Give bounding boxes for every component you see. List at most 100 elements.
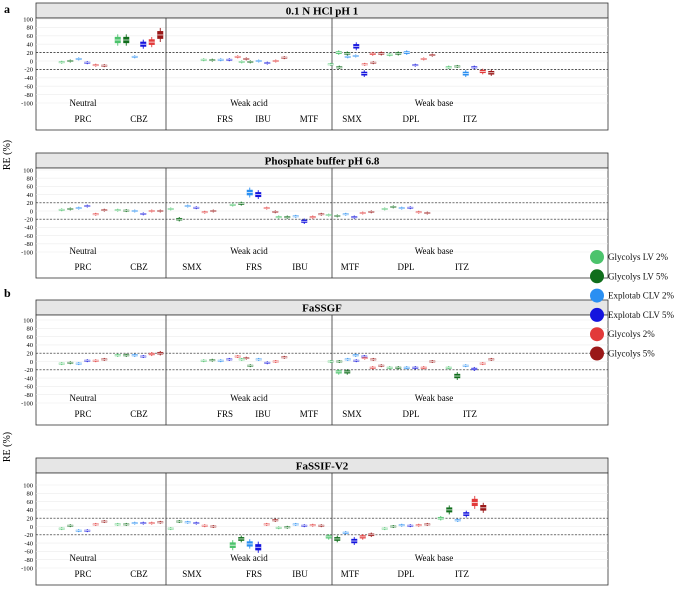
chart-title: FaSSIF-V2 bbox=[296, 461, 349, 473]
legend-label: Glycolys 2% bbox=[608, 329, 655, 339]
group-label: Weak acid bbox=[230, 98, 268, 108]
y-tick-label: 40 bbox=[27, 507, 34, 514]
drug-label: IBU bbox=[255, 114, 271, 124]
group-label: Neutral bbox=[70, 246, 97, 256]
y-tick-label: 20 bbox=[27, 200, 34, 207]
legend-label: Explotab CLV 2% bbox=[608, 291, 675, 301]
legend-label: Explotab CLV 5% bbox=[608, 310, 675, 320]
y-tick-label: -80 bbox=[24, 241, 33, 248]
y-tick-label: -20 bbox=[24, 67, 33, 74]
plot-area bbox=[35, 472, 609, 586]
y-tick-label: 40 bbox=[27, 342, 34, 349]
drug-label: SMX bbox=[182, 569, 202, 579]
group-label: Weak base bbox=[415, 393, 454, 403]
legend-swatch bbox=[590, 307, 604, 322]
y-tick-label: -100 bbox=[21, 100, 33, 107]
y-tick-label: 100 bbox=[23, 167, 33, 174]
y-tick-label: 80 bbox=[27, 176, 34, 183]
drug-label: DPL bbox=[402, 114, 419, 124]
y-tick-label: 0 bbox=[30, 359, 33, 366]
legend-swatch bbox=[590, 288, 604, 303]
drug-label: DPL bbox=[402, 409, 419, 419]
legend: Glycolys LV 2% Glycolys LV 5% Explotab CLV… bbox=[590, 250, 675, 361]
y-tick-label: 80 bbox=[27, 25, 34, 32]
legend-swatch bbox=[590, 250, 604, 264]
y-tick-label: 60 bbox=[27, 33, 34, 40]
legend-label: Glycolys 5% bbox=[608, 349, 655, 359]
drug-label: ITZ bbox=[455, 569, 469, 579]
y-tick-label: 0 bbox=[30, 524, 33, 531]
chart-title: FaSSGF bbox=[302, 303, 342, 315]
drug-label: ITZ bbox=[463, 409, 477, 419]
y-tick-label: 100 bbox=[23, 482, 33, 489]
legend-swatch bbox=[590, 269, 604, 284]
y-tick-label: -40 bbox=[24, 225, 33, 232]
y-tick-label: 20 bbox=[27, 50, 34, 57]
drug-label: CBZ bbox=[130, 114, 148, 124]
y-tick-label: -60 bbox=[24, 549, 33, 556]
drug-label: DPL bbox=[397, 262, 414, 272]
y-tick-label: -60 bbox=[24, 84, 33, 91]
legend-swatch bbox=[590, 327, 604, 342]
y-tick-label: -100 bbox=[21, 400, 33, 407]
drug-label: MTF bbox=[341, 569, 360, 579]
drug-label: PRC bbox=[74, 569, 91, 579]
y-axis-label-b: RE (%) bbox=[2, 432, 13, 462]
y-tick-label: -20 bbox=[24, 367, 33, 374]
y-tick-label: -20 bbox=[24, 532, 33, 539]
plot-area bbox=[35, 17, 609, 131]
legend-label: Glycolys LV 2% bbox=[608, 252, 669, 262]
drug-label: FRS bbox=[217, 114, 233, 124]
y-tick-label: -60 bbox=[24, 233, 33, 240]
y-tick-label: -100 bbox=[21, 249, 33, 256]
drug-label: FRS bbox=[246, 262, 262, 272]
group-label: Weak base bbox=[415, 553, 454, 563]
drug-label: DPL bbox=[397, 569, 414, 579]
drug-label: SMX bbox=[342, 409, 362, 419]
drug-label: CBZ bbox=[130, 569, 148, 579]
y-tick-label: -80 bbox=[24, 92, 33, 99]
y-tick-label: -80 bbox=[24, 557, 33, 564]
drug-label: CBZ bbox=[130, 409, 148, 419]
group-label: Neutral bbox=[70, 98, 97, 108]
plot-area bbox=[35, 167, 609, 279]
y-tick-label: -60 bbox=[24, 384, 33, 391]
drug-label: MTF bbox=[300, 114, 319, 124]
drug-label: MTF bbox=[300, 409, 319, 419]
chart-title: 0.1 N HCl pH 1 bbox=[286, 6, 358, 18]
group-label: Weak acid bbox=[230, 553, 268, 563]
y-tick-label: 0 bbox=[30, 208, 33, 215]
drug-label: PRC bbox=[74, 114, 91, 124]
y-tick-label: -20 bbox=[24, 217, 33, 224]
y-tick-label: 100 bbox=[23, 317, 33, 324]
drug-label: SMX bbox=[182, 262, 202, 272]
panel-label-a: a bbox=[4, 2, 10, 16]
y-tick-label: 80 bbox=[27, 326, 34, 333]
y-tick-label: 80 bbox=[27, 491, 34, 498]
drug-label: MTF bbox=[341, 262, 360, 272]
y-tick-label: 20 bbox=[27, 516, 34, 523]
group-label: Neutral bbox=[70, 553, 97, 563]
y-tick-label: 60 bbox=[27, 499, 34, 506]
group-label: Neutral bbox=[70, 393, 97, 403]
y-tick-label: -80 bbox=[24, 392, 33, 399]
legend-label: Glycolys LV 5% bbox=[608, 271, 669, 281]
chart-title: Phosphate buffer pH 6.8 bbox=[265, 156, 380, 168]
drug-label: IBU bbox=[255, 409, 271, 419]
group-label: Weak acid bbox=[230, 393, 268, 403]
drug-label: PRC bbox=[74, 262, 91, 272]
y-tick-label: -100 bbox=[21, 565, 33, 572]
drug-label: ITZ bbox=[463, 114, 477, 124]
group-label: Weak acid bbox=[230, 246, 268, 256]
y-tick-label: 40 bbox=[27, 192, 34, 199]
y-tick-label: 60 bbox=[27, 184, 34, 191]
y-tick-label: 60 bbox=[27, 334, 34, 341]
y-tick-label: -40 bbox=[24, 75, 33, 82]
panel-label-b: b bbox=[4, 286, 11, 300]
group-label: Weak base bbox=[415, 246, 454, 256]
y-tick-label: -40 bbox=[24, 540, 33, 547]
